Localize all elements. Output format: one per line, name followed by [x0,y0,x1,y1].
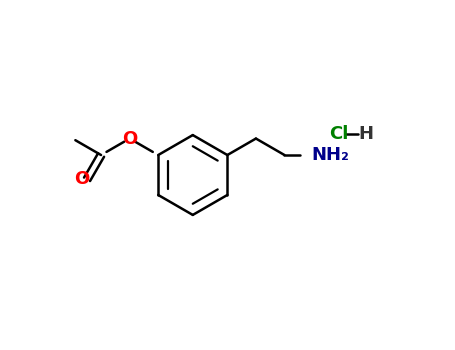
Text: Cl: Cl [329,125,349,143]
Text: H: H [358,125,373,143]
Text: O: O [122,130,137,148]
Text: NH₂: NH₂ [312,146,349,164]
Text: O: O [74,170,89,188]
